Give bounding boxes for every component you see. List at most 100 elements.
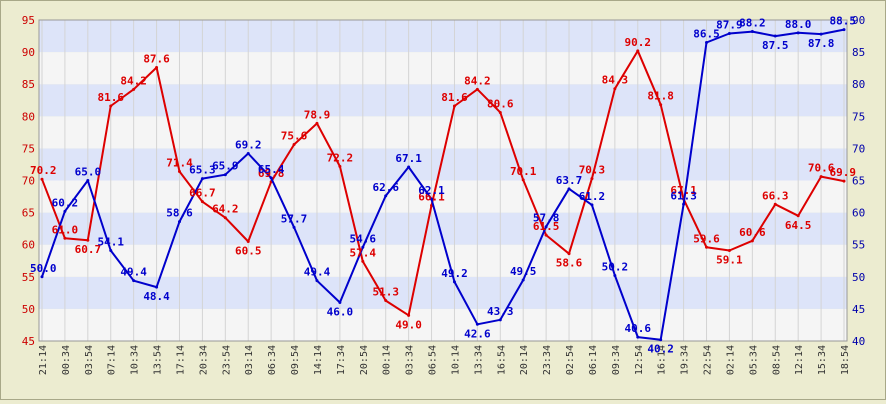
y-tick-right: 80 [852,78,865,91]
data-point [567,252,571,256]
data-label: 57.8 [533,212,560,225]
plot-band [39,308,847,341]
y-tick-left: 60 [22,239,35,252]
data-point [659,103,663,107]
data-label: 60.5 [235,244,262,257]
data-label: 49.5 [510,265,537,278]
data-label: 84.3 [602,74,629,87]
data-label: 65.3 [189,164,216,177]
data-label: 66.1 [418,191,445,204]
data-label: 81.6 [441,91,468,104]
data-label: 72.2 [327,151,354,164]
data-label: 49.2 [441,267,468,280]
data-point [773,202,777,206]
x-tick-label: 00:14 [382,345,393,375]
data-label: 66.3 [762,189,789,202]
data-label: 66.7 [189,187,216,200]
y-tick-left: 45 [22,335,35,348]
x-tick-label: 03:34 [405,345,416,375]
x-tick-label: 02:54 [565,345,576,375]
data-point [132,87,136,91]
data-label: 57.4 [350,246,377,259]
y-tick-left: 70 [22,175,35,188]
data-point [590,177,594,181]
data-label: 61.2 [579,190,606,203]
data-label: 61.5 [533,220,560,233]
plot-band [39,52,847,85]
data-point [361,259,365,263]
data-label: 64.5 [785,219,812,232]
y-tick-right: 50 [852,271,865,284]
data-point [315,121,319,125]
x-tick-label: 19:34 [680,345,691,375]
data-point [338,164,342,168]
data-point [155,66,159,70]
data-label: 87.9 [716,18,743,31]
data-label: 50.2 [602,261,629,274]
data-point [727,31,731,35]
data-point [796,214,800,218]
x-tick-label: 10:14 [450,345,461,375]
data-label: 49.0 [395,318,422,331]
data-point [292,225,296,229]
plot-border [38,19,848,342]
data-point [773,34,777,38]
x-tick-label: 23:54 [221,345,232,375]
data-label: 60.7 [75,243,102,256]
x-tick-label: 20:54 [359,345,370,375]
data-label: 60.6 [739,226,766,239]
data-point [384,299,388,303]
data-label: 87.5 [762,39,789,52]
y-tick-right: 85 [852,46,865,59]
x-tick-label: 02:14 [725,345,736,375]
data-point [521,178,525,182]
y-tick-left: 90 [22,46,35,59]
x-tick-label: 14:14 [313,345,324,375]
x-tick-label: 17:34 [336,345,347,375]
plot-band [39,84,847,117]
data-point [86,238,90,242]
data-label: 63.7 [556,174,583,187]
series-lines [40,28,846,342]
data-label: 70.3 [579,164,606,177]
x-tick-label: 10:34 [130,345,141,375]
data-label: 57.7 [281,212,308,225]
data-label: 40.6 [625,322,652,335]
data-label: 84.2 [464,74,491,87]
y-tick-right: 90 [852,14,865,27]
y-axis-right-ticks: 40 45 50 55 60 65 70 75 80 85 90 [852,14,865,348]
data-label: 40.2 [647,343,674,356]
data-label: 65.9 [212,160,239,173]
data-point [498,110,502,114]
data-point [475,87,479,91]
data-label: 50.0 [30,262,57,275]
data-point [361,245,365,249]
plot-band [39,244,847,277]
data-label: 88.5 [830,15,857,28]
x-axis-ticks: 21:14 00:34 03:54 07:14 10:34 13:54 17:14 20:34… [38,345,851,375]
data-point [842,179,846,183]
data-point [750,30,754,34]
data-point [223,173,227,177]
data-point [177,170,181,174]
y-tick-left: 80 [22,110,35,123]
data-point [750,239,754,243]
data-point [40,177,44,181]
data-point [475,322,479,326]
data-label: 88.2 [739,17,766,30]
y-axis-left-ticks: 45 50 55 60 65 70 75 80 85 90 95 [22,14,35,348]
data-point [659,338,663,342]
y-tick-right: 65 [852,175,865,188]
data-point [384,194,388,198]
data-labels: 70.2 61.0 60.7 81.6 84.2 87.6 71.4 66.7 64.2 60.5… [30,15,856,356]
data-label: 49.4 [304,266,331,279]
x-tick-label: 09:54 [290,345,301,375]
data-label: 78.9 [304,108,331,121]
x-tick-label: 12:54 [634,345,645,375]
plot-band [39,116,847,149]
data-point [132,279,136,283]
data-point [109,248,113,252]
data-label: 59.6 [693,232,720,245]
data-point [613,274,617,278]
